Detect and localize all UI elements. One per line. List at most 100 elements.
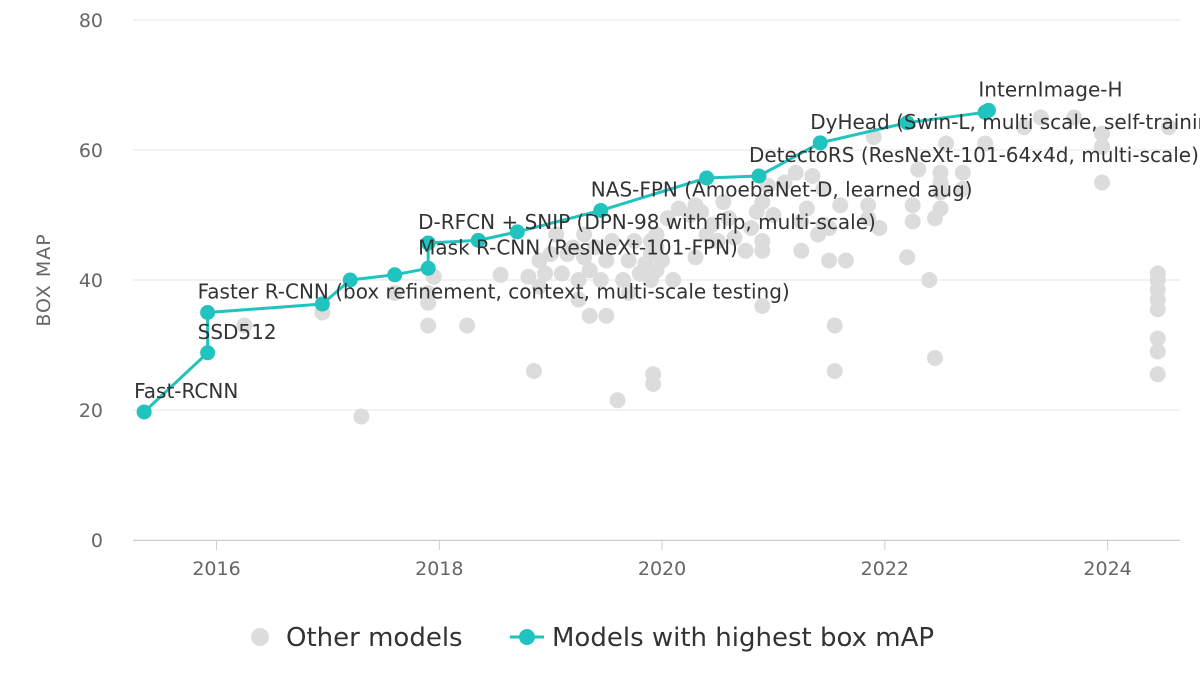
sota-point[interactable] (751, 168, 767, 184)
other-model-point[interactable] (1016, 119, 1033, 136)
other-model-point[interactable] (793, 242, 810, 259)
other-model-point[interactable] (826, 317, 843, 334)
sota-point[interactable] (470, 232, 486, 248)
other-model-point[interactable] (659, 210, 676, 227)
other-model-point[interactable] (615, 272, 632, 288)
other-model-point[interactable] (815, 181, 832, 197)
other-model-point[interactable] (648, 226, 665, 243)
other-model-point[interactable] (804, 168, 821, 184)
other-model-point[interactable] (904, 197, 921, 214)
other-model-point[interactable] (910, 161, 927, 178)
other-model-point[interactable] (570, 272, 587, 288)
other-model-point[interactable] (1032, 109, 1049, 126)
other-model-point[interactable] (598, 252, 615, 269)
other-model-point[interactable] (1066, 109, 1083, 126)
other-model-point[interactable] (687, 249, 704, 266)
other-model-point[interactable] (1094, 125, 1111, 142)
other-model-point[interactable] (709, 233, 726, 249)
legend-item-other-models[interactable]: Other models (251, 623, 463, 653)
other-model-point[interactable] (1149, 330, 1166, 347)
other-model-point[interactable] (776, 174, 793, 191)
other-model-point[interactable] (542, 246, 559, 262)
other-model-point[interactable] (720, 210, 737, 227)
sota-point[interactable] (314, 296, 330, 312)
other-model-point[interactable] (592, 272, 609, 288)
other-model-point[interactable] (620, 285, 637, 301)
other-model-point[interactable] (1160, 119, 1177, 136)
other-model-point[interactable] (715, 194, 732, 210)
other-model-point[interactable] (1094, 174, 1111, 191)
other-model-point[interactable] (837, 252, 854, 269)
other-model-point[interactable] (492, 266, 509, 283)
sota-point[interactable] (387, 267, 403, 283)
other-model-point[interactable] (793, 213, 810, 230)
other-model-point[interactable] (598, 307, 615, 324)
other-model-point[interactable] (743, 220, 760, 236)
other-model-point[interactable] (386, 285, 403, 301)
other-model-point[interactable] (654, 252, 671, 269)
other-model-point[interactable] (420, 317, 437, 334)
sota-point[interactable] (980, 102, 996, 118)
sota-point[interactable] (899, 115, 915, 131)
other-model-point[interactable] (938, 135, 955, 152)
other-model-point[interactable] (420, 285, 437, 301)
sota-point[interactable] (509, 224, 525, 240)
other-model-point[interactable] (564, 239, 581, 256)
other-model-point[interactable] (620, 252, 637, 269)
legend[interactable]: Other models Models with highest box mAP (251, 623, 934, 653)
other-model-point[interactable] (1094, 138, 1111, 155)
other-model-point[interactable] (954, 164, 971, 181)
other-model-point[interactable] (821, 220, 838, 236)
other-model-point[interactable] (932, 164, 949, 181)
other-model-point[interactable] (860, 197, 877, 214)
other-model-point[interactable] (581, 307, 598, 324)
other-model-point[interactable] (704, 216, 721, 233)
other-model-point[interactable] (1149, 366, 1166, 383)
other-model-point[interactable] (587, 239, 604, 256)
other-model-point[interactable] (821, 252, 838, 269)
other-model-point[interactable] (531, 278, 548, 295)
other-model-point[interactable] (581, 262, 598, 279)
other-model-point[interactable] (754, 194, 771, 210)
other-model-point[interactable] (765, 207, 782, 223)
sota-point[interactable] (812, 135, 828, 151)
other-model-point[interactable] (754, 233, 771, 249)
sota-point[interactable] (699, 170, 715, 186)
other-model-point[interactable] (537, 265, 554, 282)
sota-point[interactable] (200, 345, 216, 361)
sota-point[interactable] (200, 305, 216, 320)
other-model-point[interactable] (871, 220, 888, 236)
other-model-point[interactable] (826, 363, 843, 379)
other-model-point[interactable] (548, 226, 565, 243)
other-model-point[interactable] (904, 213, 921, 230)
other-model-point[interactable] (954, 181, 971, 197)
other-model-point[interactable] (459, 317, 476, 334)
sota-point[interactable] (342, 272, 358, 288)
other-model-point[interactable] (865, 129, 882, 145)
other-model-point[interactable] (520, 268, 537, 285)
other-model-point[interactable] (754, 298, 771, 314)
other-model-point[interactable] (576, 226, 593, 243)
other-model-point[interactable] (1149, 265, 1166, 282)
other-model-point[interactable] (665, 272, 682, 288)
other-model-point[interactable] (236, 317, 253, 334)
other-model-point[interactable] (926, 350, 943, 366)
sota-point[interactable] (136, 404, 152, 420)
other-model-point[interactable] (860, 210, 877, 227)
other-model-point[interactable] (570, 291, 587, 308)
other-model-point[interactable] (353, 408, 370, 425)
other-model-point[interactable] (798, 200, 815, 217)
other-model-point[interactable] (525, 363, 542, 379)
other-model-point[interactable] (576, 249, 593, 266)
other-model-point[interactable] (899, 249, 916, 266)
other-model-point[interactable] (726, 229, 743, 246)
other-model-point[interactable] (1149, 343, 1166, 360)
sota-point[interactable] (420, 235, 436, 251)
other-model-point[interactable] (693, 203, 710, 220)
other-model-point[interactable] (977, 135, 994, 152)
other-model-point[interactable] (759, 177, 776, 194)
legend-item-sota-models[interactable]: Models with highest box mAP (510, 623, 934, 653)
sota-point[interactable] (420, 260, 436, 276)
other-model-point[interactable] (645, 376, 662, 392)
other-model-point[interactable] (626, 233, 643, 249)
